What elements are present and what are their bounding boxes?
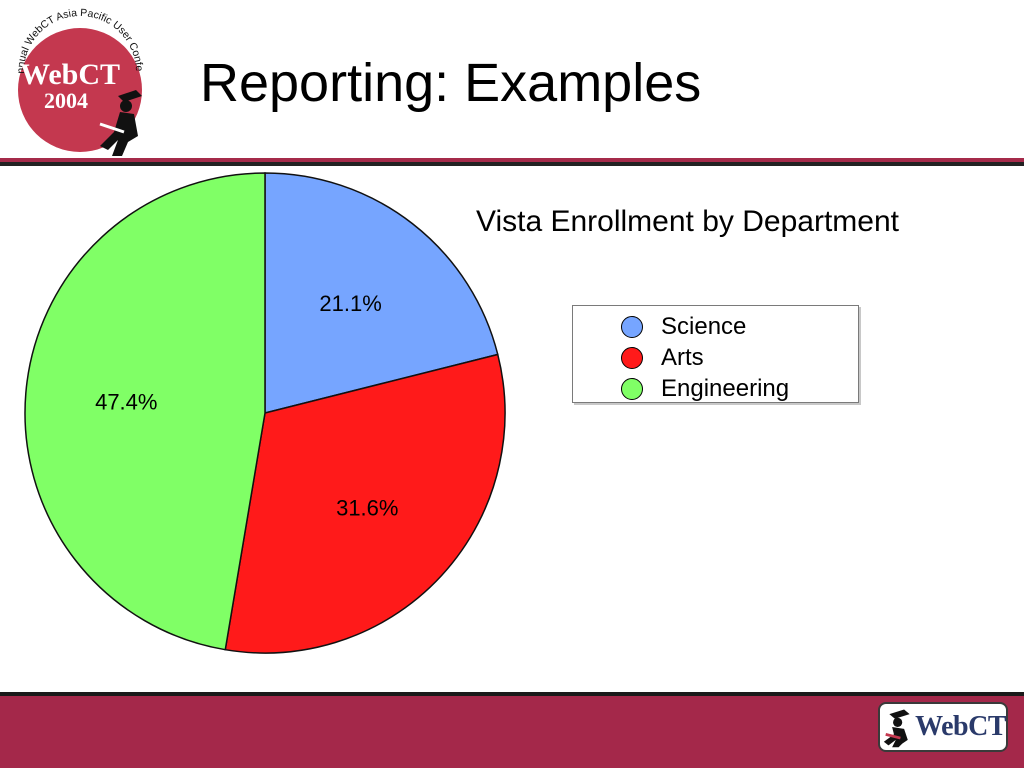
chart-title: Vista Enrollment by Department [476, 205, 899, 238]
header-divider [0, 158, 1024, 170]
legend-swatch-arts [621, 347, 643, 369]
graduate-icon [883, 709, 910, 748]
slice-label-science: 21.1% [319, 291, 381, 316]
graduate-figure-icon [99, 90, 142, 156]
logo-disc [18, 28, 142, 152]
legend-item-science: Science [621, 312, 746, 342]
pie-chart: 21.1% 31.6% 47.4% [24, 172, 506, 654]
conference-logo: 5th Annual WebCT Asia Pacific User Confe… [0, 0, 160, 160]
legend-label-science: Science [661, 313, 747, 340]
footer-logo-text: WebCT [915, 711, 1006, 742]
legend-swatch-engineering [621, 378, 643, 400]
footer-divider [0, 692, 1024, 696]
slice-label-arts: 31.6% [336, 495, 398, 520]
chart-legend: Science Arts Engineering [572, 305, 859, 403]
pie-slice-science [264, 172, 499, 414]
logo-brand: WebCT [20, 58, 120, 91]
legend-label-engineering: Engineering [661, 375, 790, 402]
legend-swatch-science [621, 316, 643, 338]
logo-year: 2004 [44, 88, 88, 113]
pie-slice-engineering [24, 172, 266, 651]
legend-label-arts: Arts [661, 344, 704, 371]
slide-title: Reporting: Examples [200, 53, 702, 113]
legend-item-engineering: Engineering [621, 374, 789, 404]
slice-label-engineering: 47.4% [95, 389, 157, 414]
footer-logo: WebCT [878, 702, 1008, 752]
footer-band: WebCT [0, 692, 1024, 768]
conference-logo-graphic: 5th Annual WebCT Asia Pacific User Confe… [0, 0, 145, 156]
legend-item-arts: Arts [621, 343, 704, 373]
pie-slice-arts [224, 353, 506, 654]
